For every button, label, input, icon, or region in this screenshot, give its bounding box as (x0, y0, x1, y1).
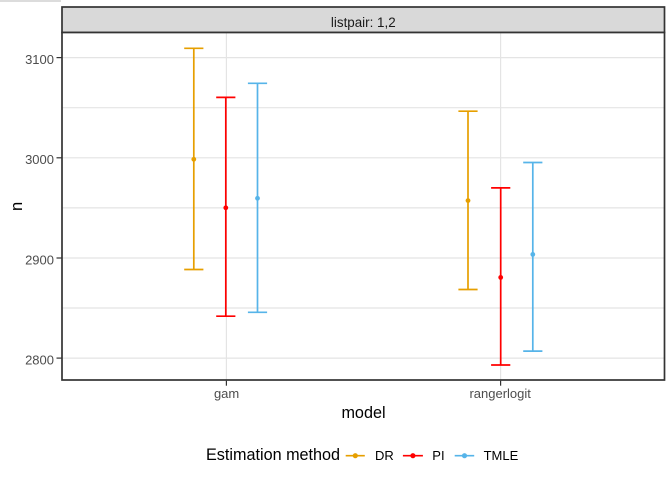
svg-text:n: n (8, 202, 26, 211)
svg-text:2900: 2900 (25, 252, 54, 267)
svg-text:DR: DR (375, 448, 394, 463)
svg-text:rangerlogit: rangerlogit (469, 386, 531, 401)
svg-text:listpair: 1,2: listpair: 1,2 (331, 15, 396, 30)
svg-text:gam: gam (214, 386, 239, 401)
svg-text:TMLE: TMLE (484, 448, 519, 463)
svg-text:3000: 3000 (25, 152, 54, 167)
svg-text:Estimation method: Estimation method (206, 446, 340, 464)
svg-text:3100: 3100 (25, 52, 54, 67)
svg-text:2800: 2800 (25, 352, 54, 367)
svg-text:PI: PI (432, 448, 444, 463)
svg-text:model: model (341, 404, 385, 422)
